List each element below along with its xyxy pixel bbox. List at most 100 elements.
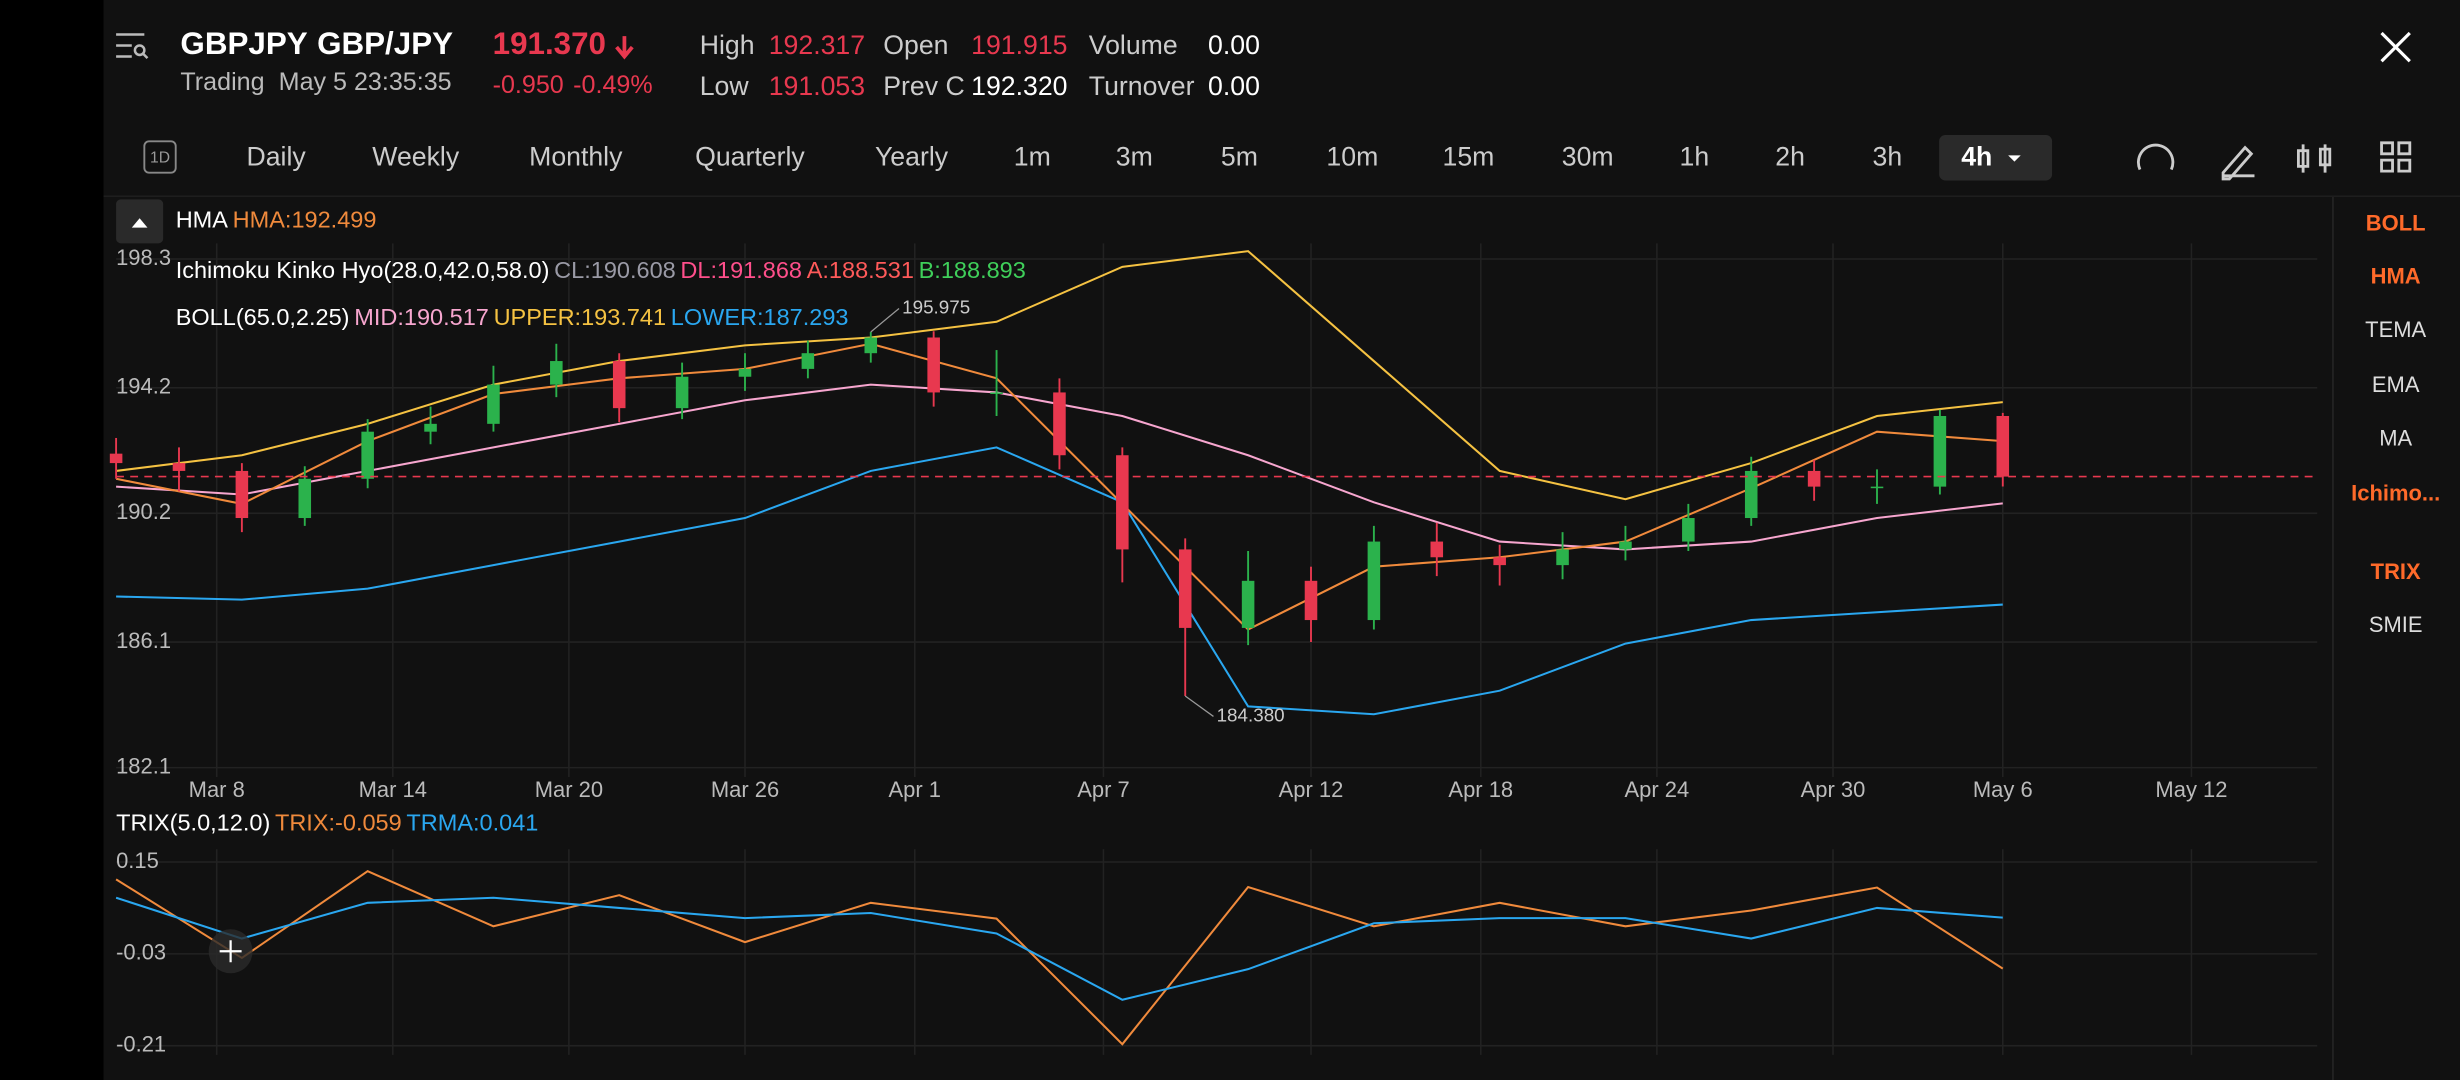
- tab-selected-bg: [1939, 135, 2053, 181]
- tab[interactable]: 1h: [1680, 142, 1710, 172]
- candle-body: [1556, 549, 1569, 566]
- tab[interactable]: 30m: [1562, 142, 1614, 172]
- indicator-option[interactable]: TEMA: [2365, 317, 2426, 342]
- stat-label: Volume: [1089, 30, 1178, 60]
- stat-value: 191.053: [769, 71, 865, 101]
- candle-body: [612, 361, 626, 409]
- indicator-option[interactable]: BOLL: [2366, 210, 2426, 235]
- x-tick-label: Mar 20: [535, 777, 603, 802]
- legend-item: MID:190.517: [354, 304, 489, 330]
- stat-value: 191.915: [971, 30, 1067, 60]
- legend-item: HMA: [176, 207, 229, 233]
- tab[interactable]: 3m: [1116, 142, 1153, 172]
- draw-icon[interactable]: [2221, 145, 2255, 181]
- legend-item: B:188.893: [919, 257, 1026, 283]
- candle-body: [1996, 415, 2010, 477]
- down-arrow: [615, 36, 634, 60]
- tab[interactable]: 2h: [1775, 142, 1805, 172]
- y-tick-label: 182.1: [116, 753, 171, 778]
- candle-body: [1430, 541, 1444, 558]
- y-tick-label: -0.03: [116, 940, 166, 965]
- x-tick-label: Apr 18: [1448, 777, 1513, 802]
- legend-item: Ichimoku Kinko Hyo(28.0,42.0,58.0): [176, 257, 550, 283]
- y-tick-label: 0.15: [116, 848, 159, 873]
- y-tick-label: -0.21: [116, 1031, 166, 1056]
- candle-body: [235, 470, 249, 519]
- legend-item: TRIX(5.0,12.0): [116, 809, 270, 835]
- tab[interactable]: Quarterly: [695, 142, 805, 172]
- x-tick-label: Mar 14: [359, 777, 427, 802]
- indicator-option[interactable]: EMA: [2372, 372, 2420, 397]
- candle-body: [864, 337, 878, 354]
- tab[interactable]: 15m: [1443, 142, 1495, 172]
- y-tick-label: 198.3: [116, 245, 171, 270]
- candle-body: [550, 361, 563, 385]
- tab[interactable]: 4h: [1961, 142, 1992, 172]
- crosshair: [219, 940, 242, 963]
- legend-item: LOWER:187.293: [671, 304, 849, 330]
- candle-body: [1116, 455, 1129, 550]
- candle-body: [990, 392, 1003, 395]
- candle-body: [1619, 541, 1632, 550]
- candle-body: [1241, 580, 1255, 628]
- tab-icon: 1D: [150, 150, 170, 167]
- candle-body: [1807, 470, 1821, 487]
- indicator-option[interactable]: Ichimo...: [2351, 480, 2440, 505]
- candle-body: [1493, 557, 1506, 566]
- indicator-option[interactable]: HMA: [2371, 264, 2421, 289]
- stat-label: High: [700, 30, 755, 60]
- gauge-icon[interactable]: [2136, 143, 2175, 171]
- stat-value: 0.00: [1208, 71, 1260, 101]
- candle-body: [109, 453, 123, 464]
- x-tick-label: Apr 24: [1625, 777, 1690, 802]
- x-tick-label: Mar 8: [189, 777, 245, 802]
- layout-icon[interactable]: [2380, 141, 2412, 173]
- legend-item: TRMA:0.041: [406, 809, 538, 835]
- price: 191.370: [493, 26, 606, 61]
- y-tick-label: 194.2: [116, 374, 171, 399]
- tab-dropdown: [2008, 155, 2021, 162]
- candle-body: [1053, 392, 1066, 456]
- tab[interactable]: Daily: [247, 142, 307, 172]
- candle-body: [487, 384, 500, 424]
- indicator-option[interactable]: MA: [2379, 425, 2412, 450]
- candle-icon[interactable]: [2296, 144, 2332, 173]
- tab[interactable]: 3h: [1873, 142, 1903, 172]
- tab[interactable]: Monthly: [529, 142, 623, 172]
- x-tick-label: Apr 30: [1801, 777, 1866, 802]
- stat-label: Open: [883, 30, 948, 60]
- candle-body: [801, 353, 815, 369]
- calendar-icon[interactable]: [143, 140, 177, 174]
- candle-body: [1870, 486, 1884, 489]
- tab[interactable]: 5m: [1221, 142, 1258, 172]
- trix-line: [115, 896, 2003, 1001]
- candle-body: [1744, 470, 1758, 519]
- stat-value: 0.00: [1208, 30, 1260, 60]
- status: Trading: [180, 68, 264, 96]
- candle-body: [1682, 518, 1695, 542]
- menu-icon[interactable]: [116, 33, 149, 59]
- pair: GBP/JPY: [317, 26, 453, 61]
- tab[interactable]: 1m: [1014, 142, 1051, 172]
- time: May 5 23:35:35: [279, 68, 452, 96]
- legend-item: A:188.531: [807, 257, 914, 283]
- candle-body: [1367, 541, 1381, 621]
- tab[interactable]: 10m: [1326, 142, 1378, 172]
- candle-body: [298, 478, 312, 519]
- y-tick-label: 190.2: [116, 499, 171, 524]
- candle-body: [675, 376, 689, 409]
- annotation-leader: [1184, 695, 1214, 717]
- legend-item: UPPER:193.741: [494, 304, 667, 330]
- indicator-option[interactable]: TRIX: [2371, 559, 2421, 584]
- legend-item: CL:190.608: [554, 257, 676, 283]
- tab[interactable]: Yearly: [875, 142, 949, 172]
- x-tick-label: Apr 1: [889, 777, 942, 802]
- close-button[interactable]: [2380, 31, 2411, 63]
- candle-body: [738, 368, 752, 377]
- candle-body: [361, 431, 374, 479]
- tab[interactable]: Weekly: [372, 142, 460, 172]
- indicator-option[interactable]: SMIE: [2369, 612, 2423, 637]
- indicator-line: [116, 446, 2003, 716]
